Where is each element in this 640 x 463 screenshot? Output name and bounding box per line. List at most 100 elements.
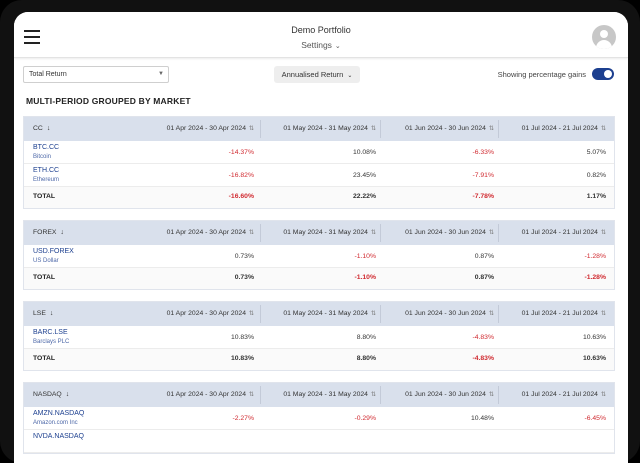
period-label: 01 May 2024 - 31 May 2024 <box>283 125 368 132</box>
period-column-header[interactable]: 01 Apr 2024 - 30 Apr 2024 ⇅ <box>144 221 254 245</box>
percentage-gains-toggle[interactable] <box>592 68 614 80</box>
period-label: 01 May 2024 - 31 May 2024 <box>283 391 368 398</box>
period-column-header[interactable]: 01 May 2024 - 31 May 2024 ⇅ <box>264 221 376 245</box>
market-label: CC <box>33 125 43 132</box>
period-column-header[interactable]: 01 May 2024 - 31 May 2024 ⇅ <box>264 117 376 141</box>
group-header: NASDAQ ↓ 01 Apr 2024 - 30 Apr 2024 ⇅ 01 May … <box>24 383 614 407</box>
period-column-header[interactable]: 01 Jul 2024 - 21 Jul 2024 ⇅ <box>502 383 606 407</box>
return-value: -1.10% <box>354 253 376 260</box>
period-column-header[interactable]: 01 Jul 2024 - 21 Jul 2024 ⇅ <box>502 221 606 245</box>
app-screen: Demo Portfolio Settings ⌄ Total Return ▼ … <box>14 12 628 463</box>
column-divider <box>498 305 499 323</box>
total-value: -1.10% <box>354 274 376 281</box>
return-type-select[interactable]: Total Return ▼ <box>23 66 169 83</box>
total-value: 22.22% <box>352 193 376 200</box>
period-column-header[interactable]: 01 Jun 2024 - 30 Jun 2024 ⇅ <box>384 117 494 141</box>
column-divider <box>260 120 261 138</box>
return-value: -4.83% <box>472 334 494 341</box>
market-sort-button[interactable]: FOREX ↓ <box>33 229 64 236</box>
period-column-header[interactable]: 01 Apr 2024 - 30 Apr 2024 ⇅ <box>144 302 254 326</box>
percentage-toggle-label: Showing percentage gains <box>497 70 586 79</box>
symbol-link[interactable]: BTC.CC <box>33 144 60 151</box>
arrow-down-icon: ↓ <box>65 391 70 398</box>
market-sort-button[interactable]: NASDAQ ↓ <box>33 391 69 398</box>
table-row[interactable]: NVDA.NASDAQ <box>24 430 614 453</box>
total-value: 10.83% <box>230 355 254 362</box>
market-sort-button[interactable]: LSE ↓ <box>33 310 53 317</box>
top-bar: Demo Portfolio Settings ⌄ <box>14 12 628 58</box>
table-row[interactable]: BARC.LSE Barclays PLC 10.83% 8.80% -4.83% 10.… <box>24 326 614 349</box>
symbol-link[interactable]: ETH.CC <box>33 167 60 174</box>
return-value: 10.83% <box>230 334 254 341</box>
return-value: -0.29% <box>354 415 376 422</box>
column-divider <box>380 386 381 404</box>
sort-icon: ⇅ <box>370 126 376 132</box>
annualised-return-dropdown[interactable]: Annualised Return ⌄ <box>274 66 360 83</box>
period-column-header[interactable]: 01 Jun 2024 - 30 Jun 2024 ⇅ <box>384 302 494 326</box>
sort-icon: ⇅ <box>370 230 376 236</box>
chevron-down-icon: ⌄ <box>347 73 353 79</box>
menu-icon[interactable] <box>24 30 40 44</box>
sort-icon: ⇅ <box>488 126 494 132</box>
return-value: 0.73% <box>234 253 254 260</box>
symbol-link[interactable]: BARC.LSE <box>33 329 68 336</box>
arrow-down-icon: ↓ <box>49 310 54 317</box>
total-value: -7.78% <box>472 193 494 200</box>
sort-icon: ⇅ <box>600 392 606 398</box>
return-value: -6.33% <box>472 149 494 156</box>
instrument-name: Bitcoin <box>33 154 52 160</box>
market-label: FOREX <box>33 229 57 236</box>
sort-icon: ⇅ <box>488 311 494 317</box>
period-column-header[interactable]: 01 Apr 2024 - 30 Apr 2024 ⇅ <box>144 383 254 407</box>
return-value: 5.07% <box>586 149 606 156</box>
period-column-header[interactable]: 01 Jul 2024 - 21 Jul 2024 ⇅ <box>502 117 606 141</box>
total-value: 10.63% <box>582 355 606 362</box>
period-column-header[interactable]: 01 May 2024 - 31 May 2024 ⇅ <box>264 383 376 407</box>
table-row[interactable]: ETH.CC Ethereum -16.82% 23.45% -7.91% 0.82% <box>24 164 614 187</box>
period-column-header[interactable]: 01 Jun 2024 - 30 Jun 2024 ⇅ <box>384 221 494 245</box>
column-divider <box>260 224 261 242</box>
return-value: -6.45% <box>584 415 606 422</box>
period-column-header[interactable]: 01 Apr 2024 - 30 Apr 2024 ⇅ <box>144 117 254 141</box>
market-group: FOREX ↓ 01 Apr 2024 - 30 Apr 2024 ⇅ 01 May 2… <box>23 220 615 290</box>
market-group: LSE ↓ 01 Apr 2024 - 30 Apr 2024 ⇅ 01 May 202… <box>23 301 615 371</box>
symbol-link[interactable]: AMZN.NASDAQ <box>33 410 85 417</box>
sort-icon: ⇅ <box>488 392 494 398</box>
period-label: 01 Jun 2024 - 30 Jun 2024 <box>405 310 486 317</box>
column-divider <box>260 386 261 404</box>
return-value: -14.37% <box>228 149 254 156</box>
total-value: -16.60% <box>228 193 254 200</box>
return-value: -7.91% <box>472 172 494 179</box>
period-column-header[interactable]: 01 May 2024 - 31 May 2024 ⇅ <box>264 302 376 326</box>
total-value: 0.87% <box>474 274 494 281</box>
market-sort-button[interactable]: CC ↓ <box>33 125 50 132</box>
settings-dropdown[interactable]: Settings ⌄ <box>301 40 341 50</box>
sort-icon: ⇅ <box>248 126 254 132</box>
table-row[interactable]: BTC.CC Bitcoin -14.37% 10.08% -6.33% 5.07% <box>24 141 614 164</box>
table-row[interactable]: USD.FOREX US Dollar 0.73% -1.10% 0.87% -1.28% <box>24 245 614 268</box>
return-value: -16.82% <box>228 172 254 179</box>
column-divider <box>498 224 499 242</box>
return-type-value: Total Return <box>29 71 67 78</box>
instrument-name: US Dollar <box>33 258 59 264</box>
symbol-link[interactable]: NVDA.NASDAQ <box>33 433 84 440</box>
arrow-down-icon: ↓ <box>46 125 51 132</box>
group-header: FOREX ↓ 01 Apr 2024 - 30 Apr 2024 ⇅ 01 May 2… <box>24 221 614 245</box>
period-column-header[interactable]: 01 Jun 2024 - 30 Jun 2024 ⇅ <box>384 383 494 407</box>
period-column-header[interactable]: 01 Jul 2024 - 21 Jul 2024 ⇅ <box>502 302 606 326</box>
instrument-name: Ethereum <box>33 177 60 183</box>
symbol-link[interactable]: USD.FOREX <box>33 248 74 255</box>
table-row[interactable]: AMZN.NASDAQ Amazon.com Inc -2.27% -0.29% 10.… <box>24 407 614 430</box>
total-label: TOTAL <box>33 193 56 200</box>
total-row: TOTAL 10.83% 8.80% -4.83% 10.63% <box>24 349 614 370</box>
return-value: 10.48% <box>470 415 494 422</box>
total-value: -1.28% <box>584 274 606 281</box>
total-value: 8.80% <box>356 355 376 362</box>
period-label: 01 Jun 2024 - 30 Jun 2024 <box>405 125 486 132</box>
user-avatar-icon[interactable] <box>592 25 616 49</box>
market-group: NASDAQ ↓ 01 Apr 2024 - 30 Apr 2024 ⇅ 01 May … <box>23 382 615 454</box>
sort-icon: ⇅ <box>600 126 606 132</box>
return-value: 23.45% <box>352 172 376 179</box>
instrument-name: Amazon.com Inc <box>33 420 78 426</box>
return-value: 0.87% <box>474 253 494 260</box>
